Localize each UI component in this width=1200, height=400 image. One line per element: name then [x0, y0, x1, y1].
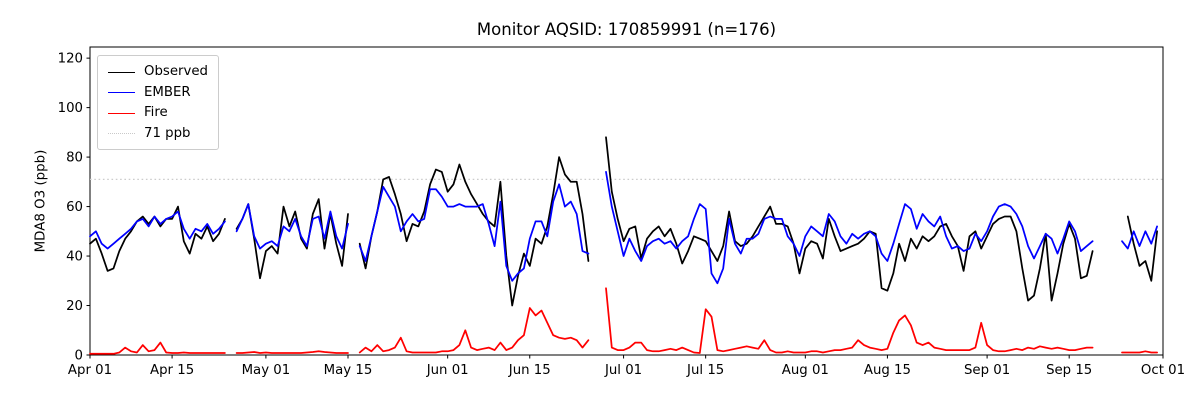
legend-line-sample [108, 71, 135, 73]
legend-item-ember: EMBER [108, 85, 208, 101]
legend-label: EMBER [144, 84, 191, 100]
series-line-ember [358, 183, 590, 282]
series-line-fire [605, 287, 1094, 354]
legend-label: Fire [144, 105, 168, 120]
x-tick-label: Jun 01 [426, 363, 469, 378]
y-tick-label: 120 [58, 52, 83, 67]
series-line-fire [1121, 350, 1158, 354]
x-tick-label: Apr 01 [68, 363, 112, 378]
series-line-observed [605, 136, 1094, 302]
legend-line-sample [108, 92, 135, 93]
x-tick-label: Jul 15 [686, 363, 724, 378]
y-tick-label: 80 [66, 151, 83, 166]
series-line-fire [358, 307, 590, 354]
series-line-ember [605, 171, 1094, 285]
series-line-fire [235, 350, 349, 354]
series-line-observed [358, 156, 590, 307]
y-tick-label: 0 [75, 349, 83, 364]
series-line-observed [89, 205, 226, 272]
legend-label: Observed [144, 64, 208, 79]
x-tick-label: Jun 15 [508, 363, 551, 378]
series-line-observed [1126, 215, 1158, 282]
x-tick-label: Oct 01 [1141, 363, 1185, 378]
y-tick-label: 100 [58, 101, 83, 116]
legend-item-observed: Observed [108, 64, 208, 80]
legend-item-fire: Fire [108, 105, 208, 121]
x-tick-label: Apr 15 [150, 363, 194, 378]
series-line-ember [89, 210, 226, 250]
series-line-observed [235, 198, 349, 280]
series-line-fire [89, 341, 226, 355]
series-line-ember [1121, 225, 1158, 250]
legend-line-sample [108, 112, 135, 114]
x-tick-label: Aug 15 [864, 363, 911, 378]
x-tick-label: Aug 01 [782, 363, 829, 378]
legend-item-71-ppb: 71 ppb [108, 126, 208, 142]
y-axis-label: MDA8 O3 (ppb) [33, 149, 49, 253]
legend: Observed EMBER Fire 71 ppb [97, 55, 219, 150]
chart-title: Monitor AQSID: 170859991 (n=176) [476, 20, 777, 39]
legend-line-sample [108, 133, 135, 134]
x-tick-label: Jul 01 [604, 363, 642, 378]
series-line-ember [235, 203, 349, 250]
y-tick-label: 20 [66, 299, 83, 314]
x-tick-label: May 15 [324, 363, 373, 378]
plot-border [89, 46, 1164, 356]
y-tick-label: 40 [66, 250, 83, 265]
x-tick-label: May 01 [242, 363, 291, 378]
legend-label: 71 ppb [144, 125, 191, 141]
x-tick-label: Sep 01 [964, 363, 1010, 378]
x-tick-label: Sep 15 [1046, 363, 1092, 378]
y-tick-label: 60 [66, 200, 83, 215]
